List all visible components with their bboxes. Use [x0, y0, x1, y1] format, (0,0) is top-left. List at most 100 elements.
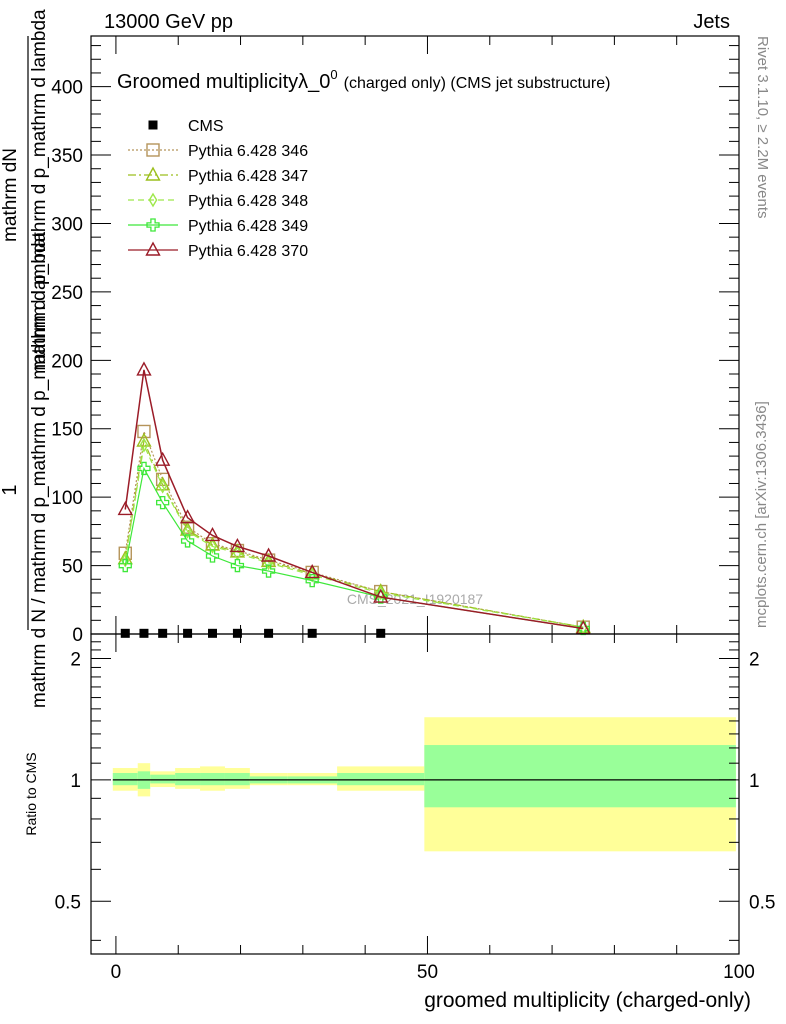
legend-marker	[145, 166, 161, 181]
data-point	[120, 628, 130, 638]
data-point	[376, 628, 386, 638]
ratio-tick-label-right: 2	[749, 649, 760, 670]
chart-title-sup: 0	[330, 67, 337, 82]
data-point	[179, 509, 196, 524]
legend-label: Pythia 6.428 347	[188, 168, 308, 185]
ratio-stat-band	[424, 745, 736, 808]
data-point	[183, 524, 192, 539]
y-tick-label: 300	[51, 214, 83, 235]
data-point	[208, 539, 217, 554]
data-point	[137, 424, 151, 439]
legend-marker	[145, 241, 161, 256]
y-tick-label: 400	[51, 78, 83, 99]
data-point	[204, 527, 221, 542]
data-point	[154, 451, 171, 466]
x-axis: 0 50 100	[111, 634, 755, 983]
ratio-tick-label: 2	[70, 649, 81, 670]
data-point	[183, 628, 193, 638]
y-tick-label: 150	[51, 420, 83, 441]
ylabel-denominator: mathrm d N / mathrm d p_mathrm d p_mathr…	[29, 231, 50, 708]
legend-marker	[146, 143, 160, 157]
site-label: mcplots.cern.ch [arXiv:1306.3436]	[753, 401, 770, 628]
main-ylabel: 1 mathrm dN mathrm d p_mathrm d p_mathrm…	[0, 9, 50, 708]
data-point	[205, 549, 220, 563]
ratio-bands	[112, 717, 736, 852]
chart-title-main: Groomed multiplicityλ_0	[117, 71, 330, 93]
legend-label: Pythia 6.428 370	[188, 243, 308, 260]
main-series	[117, 361, 591, 638]
data-point	[120, 552, 130, 568]
ratio-stat-band	[337, 773, 425, 786]
data-point	[137, 461, 151, 476]
legend-marker	[146, 218, 160, 232]
ratio-tick-label: 0.5	[55, 892, 81, 913]
data-point	[208, 628, 217, 638]
series-line	[124, 466, 584, 630]
data-point	[158, 628, 168, 638]
y-tick-label: 200	[51, 351, 83, 372]
energy-label: 13000 GeV pp	[104, 11, 233, 33]
data-point	[136, 361, 152, 376]
ratio-tick-label: 1	[70, 771, 81, 792]
ratio-stat-band	[200, 773, 225, 786]
data-point	[118, 558, 132, 573]
data-point	[154, 476, 171, 491]
data-point	[139, 437, 149, 453]
legend-label: Pythia 6.428 349	[188, 218, 308, 235]
y-tick-label: 0	[72, 625, 83, 646]
data-point	[260, 547, 277, 562]
series-4	[118, 461, 590, 636]
series-0	[120, 628, 386, 638]
data-point	[261, 564, 276, 578]
data-point	[180, 534, 195, 548]
data-point	[373, 588, 389, 603]
data-point	[180, 520, 195, 534]
series-line	[124, 429, 584, 628]
main-y-axis: 0 50 100 150 200 250 300 350 400	[51, 36, 740, 646]
series-line	[124, 438, 584, 628]
ratio-y-axis: 0.5 0.5 1 1 2 2	[55, 641, 775, 941]
x-tick-label: 50	[417, 962, 438, 983]
legend-label: CMS	[188, 118, 224, 135]
ratio-tick-label-right: 0.5	[749, 892, 775, 913]
legend: CMS Pythia 6.428 346 Pythia 6.428 347 Pythi…	[128, 118, 308, 260]
ratio-ylabel: Ratio to CMS	[23, 752, 39, 835]
data-point	[139, 628, 149, 638]
ylabel-numerator: 1	[0, 484, 21, 495]
data-point	[307, 628, 317, 638]
data-point	[264, 628, 274, 638]
data-point	[156, 495, 170, 510]
ratio-stat-band	[175, 773, 201, 786]
ratio-stat-band	[224, 773, 250, 786]
series-line	[124, 369, 584, 630]
legend-label: Pythia 6.428 346	[188, 143, 308, 160]
ylabel-numerator-small: mathrm dN	[0, 148, 21, 242]
data-point	[117, 501, 133, 516]
ylabel-denominator-small: mathrm d p_mathrm d p_mathrm d lambda	[29, 9, 50, 371]
y-tick-label: 250	[51, 283, 83, 304]
ratio-stat-band	[112, 773, 138, 786]
ratio-panel: 0.5 0.5 1 1 2 2 0 50 100 Ratio to CMS groomed m…	[23, 633, 775, 1012]
data-point	[229, 537, 246, 553]
y-tick-label: 100	[51, 488, 83, 509]
y-tick-label: 350	[51, 146, 83, 167]
category-label: Jets	[693, 11, 730, 33]
chart-title: Groomed multiplicityλ_00 (charged only) (…	[117, 67, 610, 93]
x-axis-label: groomed multiplicity (charged-only)	[424, 989, 751, 1012]
data-point	[232, 628, 242, 638]
data-point	[230, 558, 245, 573]
legend-marker	[148, 192, 158, 208]
x-tick-label: 0	[111, 962, 122, 983]
x-tick-label: 100	[723, 962, 755, 983]
data-point	[305, 573, 319, 588]
chart-title-small: (charged only) (CMS jet substructure)	[344, 75, 611, 92]
legend-label: Pythia 6.428 348	[188, 193, 308, 210]
data-point	[304, 563, 320, 579]
legend-marker	[148, 120, 158, 130]
ratio-stat-band	[150, 774, 176, 784]
ratio-frame	[90, 633, 740, 955]
data-point	[158, 478, 168, 494]
rivet-label: Rivet 3.1.10, ≥ 2.2M events	[754, 36, 771, 219]
